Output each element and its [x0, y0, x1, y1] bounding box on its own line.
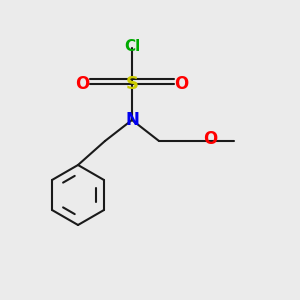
Text: N: N [125, 111, 139, 129]
Text: O: O [174, 75, 189, 93]
Text: S: S [125, 75, 139, 93]
Text: Cl: Cl [124, 39, 140, 54]
Text: O: O [75, 75, 90, 93]
Text: O: O [203, 130, 217, 148]
